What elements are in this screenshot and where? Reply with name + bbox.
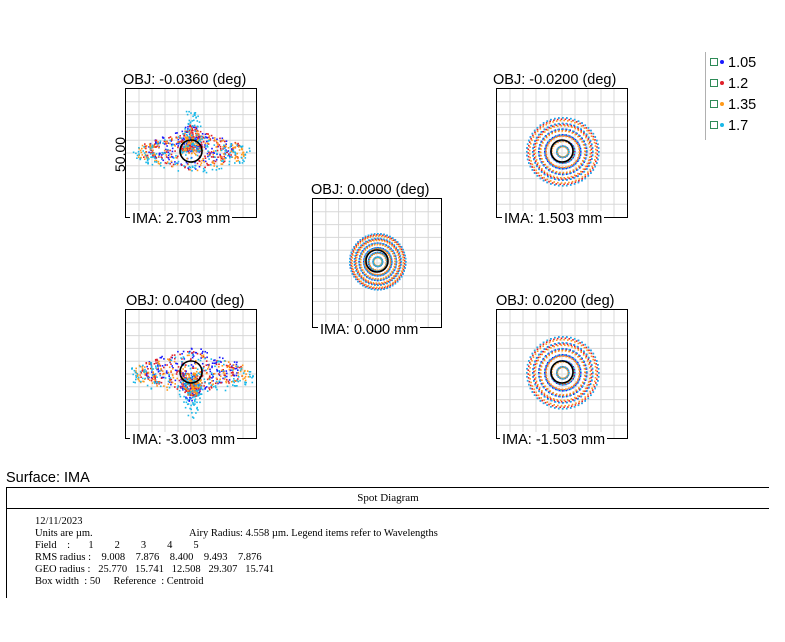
legend-item[interactable]: 1.05: [710, 54, 756, 72]
info-box-width: Box width : 50 Reference : Centroid: [35, 576, 204, 587]
info-field: Field : 1 2 3 4 5: [35, 540, 199, 551]
checkbox-icon[interactable]: [710, 100, 718, 109]
info-units: Units are µm.: [35, 528, 93, 539]
info-airy: Airy Radius: 4.558 µm. Legend items refe…: [189, 528, 438, 539]
info-title: Spot Diagram: [7, 488, 769, 509]
panel-obj-label: OBJ: 0.0200 (deg): [496, 293, 615, 309]
legend-dot-icon: [720, 102, 724, 107]
info-date: 12/11/2023: [35, 516, 83, 527]
panel-obj-label: OBJ: 0.0400 (deg): [126, 293, 245, 309]
spot-plot: [496, 88, 628, 218]
spot-plot-svg: [497, 310, 627, 438]
legend-label: 1.7: [728, 118, 749, 134]
panel-ima-label: IMA: 0.000 mm: [318, 322, 421, 338]
panel-obj-label: OBJ: -0.0360 (deg): [123, 72, 247, 88]
legend-dot-icon: [720, 60, 724, 65]
surface-label: Surface: IMA: [6, 470, 90, 486]
spot-plot-svg: [497, 89, 627, 217]
checkbox-icon[interactable]: [710, 58, 718, 67]
info-geo: GEO radius : 25.770 15.741 12.508 29.307…: [35, 564, 275, 575]
legend-dot-icon: [720, 123, 724, 128]
spot-plot-svg: [126, 89, 256, 217]
spot-plot: [125, 88, 257, 218]
legend-item[interactable]: 1.7: [710, 117, 748, 135]
checkbox-icon[interactable]: [710, 79, 718, 88]
panel-obj-label: OBJ: -0.0200 (deg): [493, 72, 617, 88]
checkbox-icon[interactable]: [710, 121, 718, 130]
legend-item[interactable]: 1.2: [710, 75, 748, 93]
info-panel: Spot Diagram 12/11/2023 Units are µm. Ai…: [6, 487, 769, 598]
wavelength-legend: 1.05 1.2 1.35 1.7: [705, 52, 764, 140]
spot-plot-svg: [313, 199, 441, 327]
legend-label: 1.2: [728, 76, 749, 92]
legend-item[interactable]: 1.35: [710, 96, 756, 114]
panel-ima-label: IMA: -3.003 mm: [130, 432, 238, 448]
spot-plot-svg: [126, 310, 256, 438]
spot-plot: [125, 309, 257, 439]
scale-label: 50.00: [112, 136, 128, 172]
legend-label: 1.35: [728, 97, 757, 113]
legend-label: 1.05: [728, 55, 757, 71]
panel-ima-label: IMA: 2.703 mm: [130, 211, 233, 227]
spot-plot: [312, 198, 442, 328]
info-rms: RMS radius : 9.008 7.876 8.400 9.493 7.8…: [35, 552, 262, 563]
panel-obj-label: OBJ: 0.0000 (deg): [311, 182, 430, 198]
panel-ima-label: IMA: -1.503 mm: [500, 432, 608, 448]
legend-dot-icon: [720, 81, 724, 86]
spot-plot: [496, 309, 628, 439]
panel-ima-label: IMA: 1.503 mm: [502, 211, 605, 227]
